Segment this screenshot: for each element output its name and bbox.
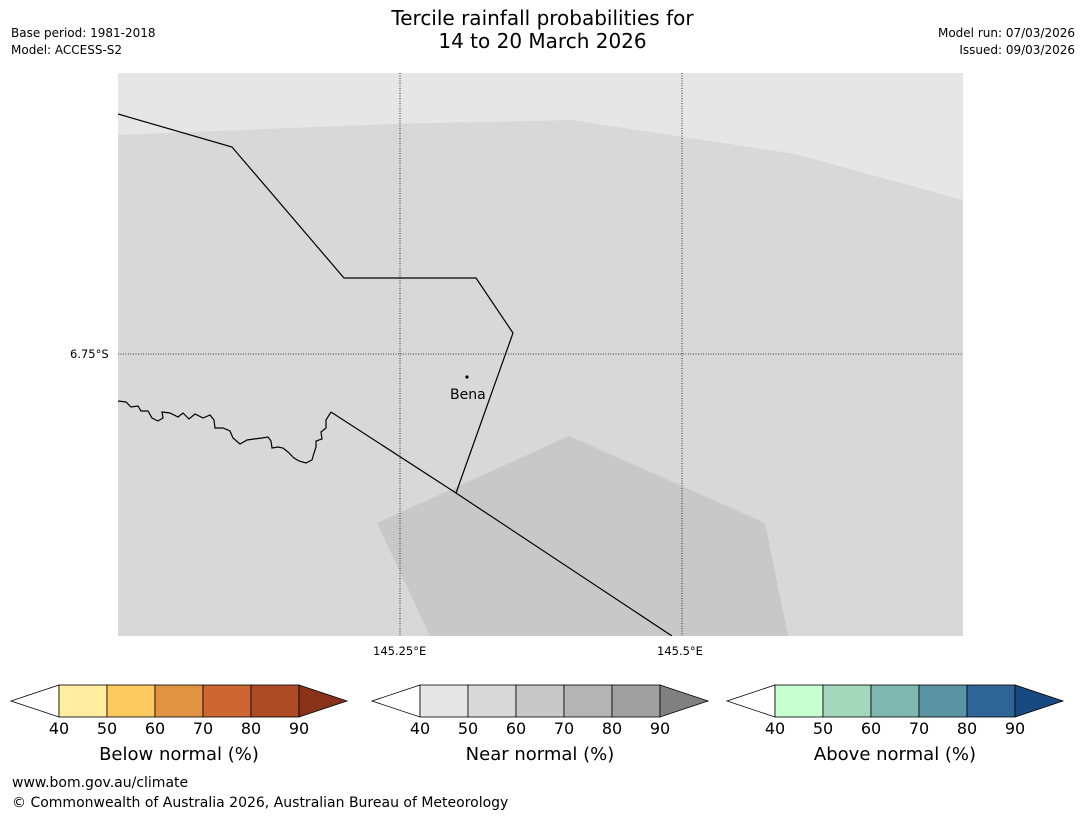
above-normal-tick-90: 90 <box>1004 719 1026 738</box>
province-boundary-south <box>330 411 673 636</box>
near-normal-tick-90: 90 <box>649 719 671 738</box>
below-normal-tick-80: 80 <box>240 719 262 738</box>
footer-url[interactable]: www.bom.gov.au/climate <box>12 775 189 791</box>
near-normal-tick-50: 50 <box>457 719 479 738</box>
near-normal-50-region <box>118 120 963 636</box>
river-line <box>118 400 332 464</box>
near-normal-swatch-60 <box>515 684 565 718</box>
near-normal-under-triangle <box>370 684 421 718</box>
above-normal-tick-70: 70 <box>908 719 930 738</box>
below-normal-over-triangle <box>298 684 349 718</box>
title-line-2: 14 to 20 March 2026 <box>438 29 647 53</box>
near-normal-tick-60: 60 <box>505 719 527 738</box>
near-normal-swatch-80 <box>611 684 661 718</box>
below-normal-tick-50: 50 <box>96 719 118 738</box>
issued-date: Issued: 09/03/2026 <box>959 43 1075 57</box>
above-normal-swatch-50 <box>822 684 872 718</box>
below-normal-under-triangle <box>9 684 60 718</box>
above-normal-tick-60: 60 <box>860 719 882 738</box>
forecast-map <box>118 73 963 636</box>
near-normal-label: Near normal (%) <box>465 744 615 765</box>
below-normal-tick-90: 90 <box>288 719 310 738</box>
lat-label-6-75: 6.75°S <box>70 347 109 361</box>
near-normal-swatch-70 <box>563 684 613 718</box>
below-normal-swatch-60 <box>154 684 204 718</box>
above-normal-tick-40: 40 <box>764 719 786 738</box>
below-normal-swatch-70 <box>202 684 252 718</box>
footer-copyright: © Commonwealth of Australia 2026, Austra… <box>12 795 509 811</box>
map-title: Tercile rainfall probabilities for 14 to… <box>0 7 1085 53</box>
below-normal-swatch-40 <box>58 684 108 718</box>
above-normal-swatch-80 <box>966 684 1016 718</box>
above-normal-tick-50: 50 <box>812 719 834 738</box>
above-normal-swatch-40 <box>774 684 824 718</box>
near-normal-tick-70: 70 <box>553 719 575 738</box>
model-run: Model run: 07/03/2026 <box>937 26 1075 40</box>
province-boundary-north <box>118 113 514 494</box>
below-normal-tick-60: 60 <box>144 719 166 738</box>
above-normal-swatch-70 <box>918 684 968 718</box>
header-right: Model run: 07/03/2026 Issued: 09/03/2026 <box>938 25 1075 59</box>
model-name: Model: ACCESS-S2 <box>11 43 123 57</box>
above-normal-swatch-60 <box>870 684 920 718</box>
base-period: Base period: 1981-2018 <box>11 26 156 40</box>
below-normal-tick-70: 70 <box>192 719 214 738</box>
below-normal-label: Below normal (%) <box>99 744 259 765</box>
lon-label-145-25: 145.25°E <box>373 644 427 658</box>
lon-label-145-5: 145.5°E <box>657 644 703 658</box>
bena-marker <box>465 375 469 379</box>
above-normal-under-triangle <box>725 684 776 718</box>
near-normal-tick-40: 40 <box>409 719 431 738</box>
above-normal-tick-80: 80 <box>956 719 978 738</box>
above-normal-over-triangle <box>1014 684 1065 718</box>
near-normal-60-region <box>377 436 788 636</box>
above-normal-label: Above normal (%) <box>813 744 977 765</box>
below-normal-swatch-80 <box>250 684 300 718</box>
title-line-1: Tercile rainfall probabilities for <box>391 6 694 30</box>
near-normal-tick-80: 80 <box>601 719 623 738</box>
near-normal-over-triangle <box>659 684 710 718</box>
header-left: Base period: 1981-2018 Model: ACCESS-S2 <box>11 25 156 59</box>
below-normal-tick-40: 40 <box>48 719 70 738</box>
place-label-bena: Bena <box>450 387 486 403</box>
below-normal-swatch-50 <box>106 684 156 718</box>
near-normal-swatch-50 <box>467 684 517 718</box>
near-normal-swatch-40 <box>419 684 469 718</box>
